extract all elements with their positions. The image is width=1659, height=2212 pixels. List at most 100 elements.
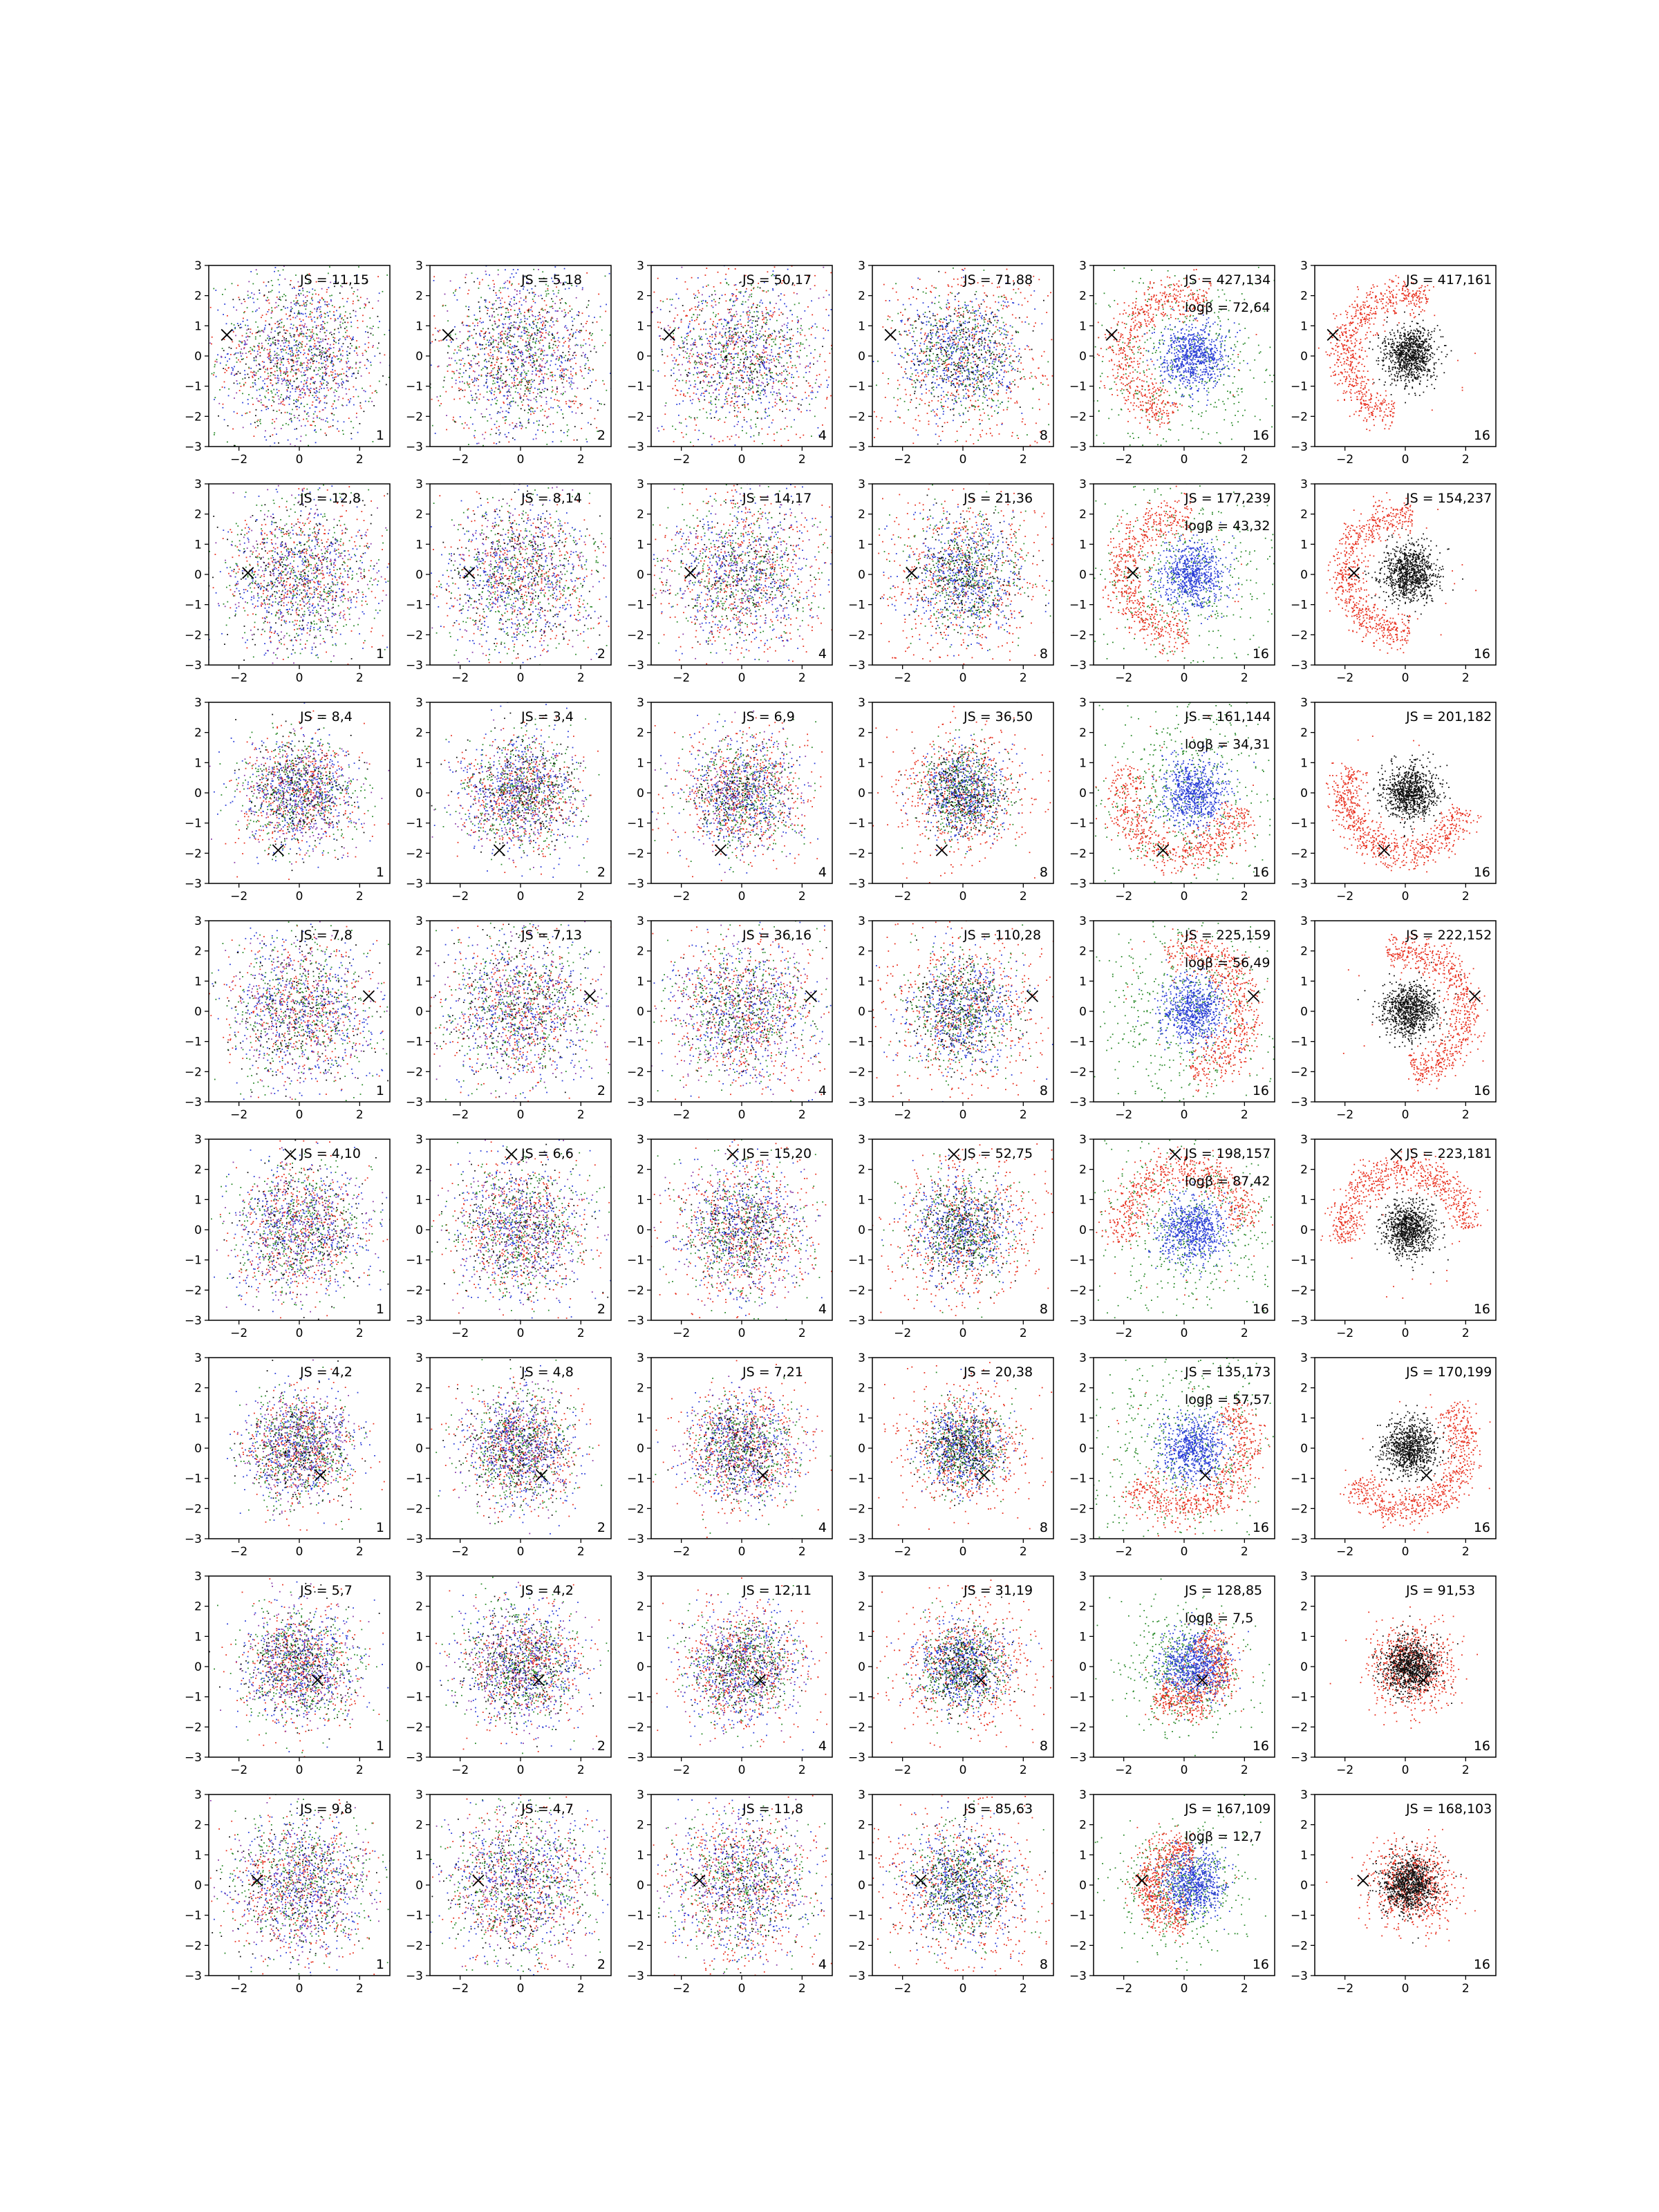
data-point xyxy=(507,404,509,405)
data-point xyxy=(749,320,750,321)
data-point xyxy=(755,368,756,370)
data-point xyxy=(252,397,253,399)
data-point xyxy=(711,350,713,352)
data-point xyxy=(303,354,304,355)
data-point xyxy=(292,350,293,351)
data-point xyxy=(268,377,269,379)
data-point xyxy=(609,273,610,274)
data-point xyxy=(494,377,496,379)
data-point xyxy=(214,372,215,373)
data-point xyxy=(270,355,272,357)
data-point xyxy=(695,386,696,388)
data-point xyxy=(521,335,523,337)
data-point xyxy=(355,389,357,391)
data-point xyxy=(299,332,301,334)
data-point xyxy=(782,401,783,402)
data-point xyxy=(514,299,515,301)
data-point xyxy=(733,334,734,335)
data-point xyxy=(691,319,693,321)
data-point xyxy=(789,329,790,330)
data-point xyxy=(453,417,454,418)
data-point xyxy=(459,287,460,288)
data-point xyxy=(274,307,276,308)
data-point xyxy=(344,373,345,375)
data-point xyxy=(498,434,500,435)
data-point xyxy=(545,309,546,310)
data-point xyxy=(498,270,499,271)
data-point xyxy=(325,368,326,370)
data-point xyxy=(500,363,502,364)
data-point xyxy=(521,319,522,321)
data-point xyxy=(659,335,661,337)
data-point xyxy=(715,316,716,317)
data-point xyxy=(296,303,297,304)
data-point xyxy=(326,395,328,396)
data-point xyxy=(516,356,517,357)
data-point xyxy=(332,369,333,371)
data-point xyxy=(250,424,252,425)
data-point xyxy=(492,377,494,378)
data-point xyxy=(225,368,226,370)
data-point xyxy=(552,290,554,292)
data-point xyxy=(243,318,244,319)
data-point xyxy=(560,370,561,371)
data-point xyxy=(328,375,330,377)
data-point xyxy=(444,294,446,295)
data-point xyxy=(224,387,225,388)
data-point xyxy=(530,350,532,351)
data-point xyxy=(825,370,827,371)
data-point xyxy=(688,416,690,418)
data-point xyxy=(273,357,274,359)
data-point xyxy=(243,312,245,313)
data-point xyxy=(278,343,279,344)
data-point xyxy=(359,405,361,406)
data-point xyxy=(738,437,740,438)
data-point xyxy=(493,341,494,342)
data-point xyxy=(327,360,328,362)
data-point xyxy=(240,324,241,325)
data-point xyxy=(694,320,695,321)
data-point xyxy=(326,353,327,354)
data-point xyxy=(726,337,727,339)
data-point xyxy=(758,335,759,336)
data-point xyxy=(482,328,484,330)
data-point xyxy=(282,424,283,426)
data-point xyxy=(774,311,776,312)
data-point xyxy=(479,308,480,309)
data-point xyxy=(337,359,339,360)
data-point xyxy=(263,330,264,332)
data-point xyxy=(711,300,713,301)
data-point xyxy=(527,347,528,348)
data-point xyxy=(729,395,730,396)
data-point xyxy=(247,374,249,375)
data-point xyxy=(317,348,319,349)
data-point xyxy=(754,357,756,358)
data-point xyxy=(271,317,272,319)
data-point xyxy=(545,432,546,433)
data-point xyxy=(579,330,581,331)
data-point xyxy=(717,373,718,374)
data-point xyxy=(334,306,335,308)
data-point xyxy=(486,362,487,363)
data-point xyxy=(568,330,569,331)
data-point xyxy=(274,442,275,444)
data-point xyxy=(270,357,271,359)
data-point xyxy=(558,337,559,339)
data-point xyxy=(702,355,704,356)
data-point xyxy=(791,351,792,353)
data-point xyxy=(341,359,342,360)
data-point xyxy=(247,294,249,296)
data-point xyxy=(317,415,318,417)
data-point xyxy=(275,394,276,395)
data-point xyxy=(326,382,328,383)
data-point xyxy=(321,298,323,299)
data-point xyxy=(812,326,814,327)
data-point xyxy=(330,299,332,301)
data-point xyxy=(523,400,524,401)
data-point xyxy=(505,317,506,318)
data-point xyxy=(454,349,456,350)
data-point xyxy=(290,335,291,337)
data-point xyxy=(274,375,276,376)
data-point xyxy=(277,375,279,377)
data-point xyxy=(715,332,717,333)
